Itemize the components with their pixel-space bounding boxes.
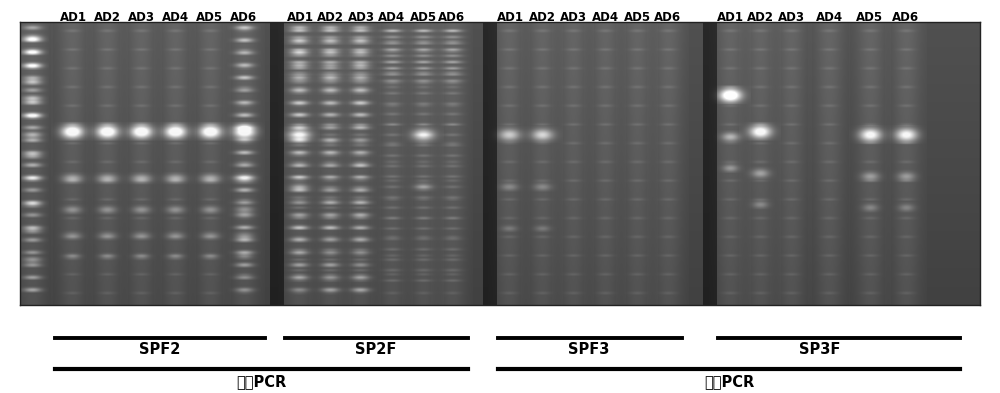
Text: AD3: AD3 <box>348 11 374 24</box>
Text: AD5: AD5 <box>856 11 884 24</box>
Text: AD2: AD2 <box>316 11 344 24</box>
Text: AD2: AD2 <box>746 11 774 24</box>
Text: 三轮PCR: 三轮PCR <box>704 375 754 389</box>
Text: SP3F: SP3F <box>799 342 841 357</box>
Text: AD5: AD5 <box>196 11 224 24</box>
Text: 二轮PCR: 二轮PCR <box>236 375 286 389</box>
Text: AD6: AD6 <box>230 11 258 24</box>
Text: AD1: AD1 <box>496 11 524 24</box>
Text: AD6: AD6 <box>654 11 682 24</box>
Text: AD4: AD4 <box>591 11 619 24</box>
Text: AD4: AD4 <box>161 11 189 24</box>
Text: AD5: AD5 <box>623 11 651 24</box>
Text: AD6: AD6 <box>892 11 920 24</box>
Text: AD1: AD1 <box>60 11 87 24</box>
Text: AD3: AD3 <box>778 11 804 24</box>
Text: AD2: AD2 <box>528 11 556 24</box>
Text: AD4: AD4 <box>815 11 843 24</box>
Text: AD1: AD1 <box>716 11 744 24</box>
Text: AD2: AD2 <box>94 11 120 24</box>
Text: AD6: AD6 <box>438 11 466 24</box>
Text: SPF3: SPF3 <box>568 342 610 357</box>
Text: AD3: AD3 <box>560 11 586 24</box>
Text: AD3: AD3 <box>128 11 154 24</box>
Text: AD4: AD4 <box>378 11 406 24</box>
Text: SPF2: SPF2 <box>139 342 181 357</box>
Text: AD1: AD1 <box>287 11 314 24</box>
Text: AD5: AD5 <box>409 11 437 24</box>
Text: SP2F: SP2F <box>355 342 397 357</box>
